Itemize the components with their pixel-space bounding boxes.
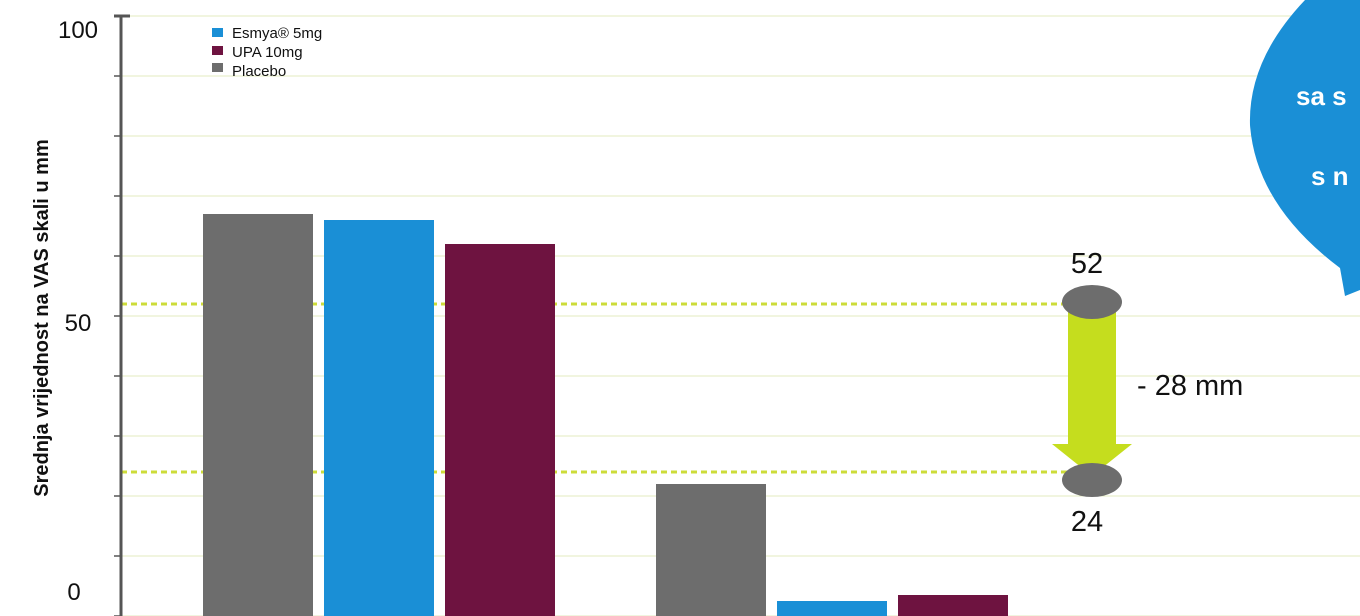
bar-placebo-group-1 [203, 214, 313, 616]
y-tick-label: 0 [67, 579, 80, 606]
bubble-text-line-1: sa s [1296, 81, 1347, 111]
bar-upa-10mg-group-2 [898, 595, 1008, 616]
legend: Esmya® 5mg UPA 10mg Placebo [212, 25, 322, 80]
annotation-top-value: 52 [1071, 248, 1103, 280]
y-tick-label: 50 [65, 310, 92, 337]
bar-placebo-group-2 [656, 484, 766, 616]
callout-bubble-shape [1249, 0, 1360, 296]
legend-swatch-placebo [212, 63, 223, 72]
annotation-bottom-value: 24 [1071, 506, 1103, 538]
arrow-shape [1052, 305, 1132, 476]
change-arrow: 52 24 - 28 mm [1052, 248, 1243, 538]
bubble-text-line-2: s n [1311, 161, 1349, 191]
cylinder-top-cap [1062, 285, 1122, 319]
reference-lines [121, 302, 1120, 474]
legend-label-esmya: Esmya® 5mg [232, 25, 322, 42]
y-axis-label: Srednja vrijednost na VAS skali u mm [31, 139, 53, 497]
y-axis: 0 50 100 [58, 14, 130, 616]
legend-label-placebo: Placebo [232, 63, 286, 80]
bar-esmya-5mg-group-2 [777, 601, 887, 616]
legend-swatch-esmya [212, 28, 223, 37]
cylinder-bottom-cap [1062, 463, 1122, 497]
annotation-difference: - 28 mm [1137, 370, 1243, 402]
bars [203, 214, 1008, 616]
legend-swatch-upa [212, 46, 223, 55]
y-tick-label: 100 [58, 17, 98, 44]
legend-label-upa: UPA 10mg [232, 44, 303, 61]
bar-upa-10mg-group-1 [445, 244, 555, 616]
bar-esmya-5mg-group-1 [324, 220, 434, 616]
callout-bubble: sa s s n [1249, 0, 1360, 296]
